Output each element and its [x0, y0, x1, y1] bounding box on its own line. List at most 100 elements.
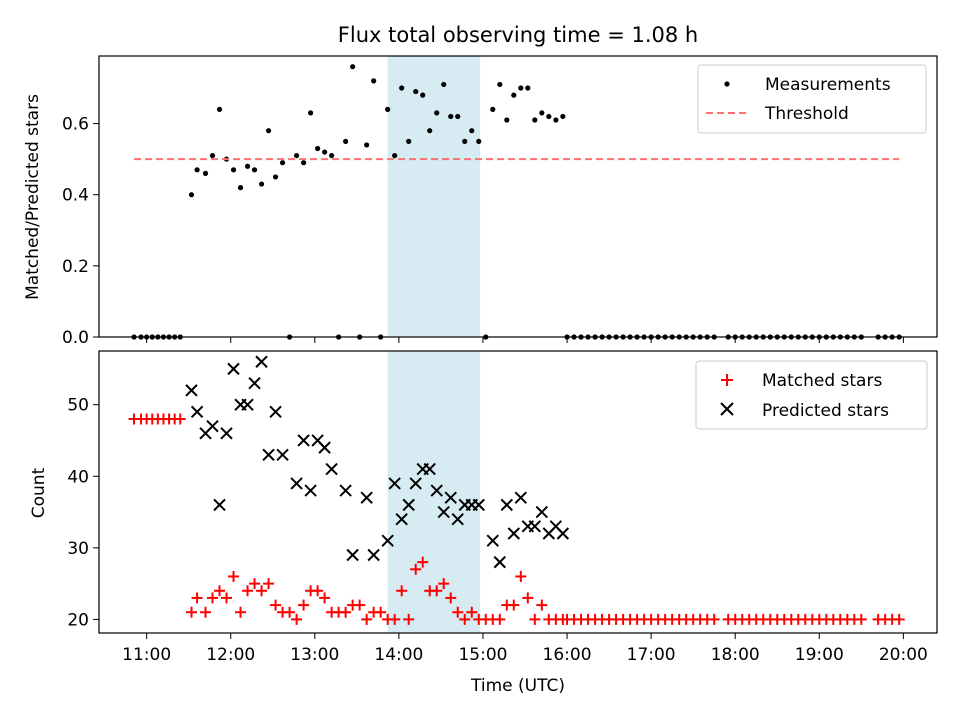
- measurement-point: [518, 85, 524, 91]
- bottom-legend-box: [695, 360, 928, 430]
- predicted-stars-point: [190, 405, 204, 419]
- predicted-stars-point: [507, 527, 521, 540]
- predicted-stars-point: [304, 484, 317, 497]
- x-tick-label: 19:00: [795, 645, 844, 665]
- legend-matched-label: Matched stars: [762, 371, 882, 391]
- top-plot-frame: [98, 55, 938, 338]
- matched-stars-point: [389, 613, 401, 625]
- bottom-y-axis-label: Count: [29, 467, 49, 518]
- measurement-point: [293, 152, 300, 159]
- x-tick-label: 17:00: [627, 645, 676, 665]
- predicted-stars-point: [430, 484, 443, 497]
- predicted-stars-point: [402, 498, 415, 512]
- measurement-point: [315, 145, 321, 152]
- matched-stars-point: [494, 613, 506, 625]
- legend-threshold-label: Threshold: [764, 104, 849, 124]
- measurement-point: [265, 128, 272, 134]
- measurement-point: [560, 113, 566, 120]
- predicted-stars-point: [227, 362, 240, 376]
- y-tick-label: 20: [67, 610, 89, 630]
- x-tick-label: 18:00: [711, 645, 760, 665]
- predicted-stars-point: [500, 498, 513, 512]
- legend-measurements-marker: [724, 81, 730, 87]
- matched-stars-point: [185, 606, 197, 618]
- measurement-point: [406, 138, 412, 144]
- predicted-stars-point: [486, 534, 499, 547]
- predicted-stars-point: [206, 419, 219, 433]
- measurement-point: [308, 110, 314, 116]
- measurement-point: [462, 138, 468, 144]
- matched-stars-point: [466, 606, 478, 618]
- bottom-legend: Matched stars Predicted stars: [695, 360, 928, 430]
- matched-stars-point: [445, 592, 457, 604]
- top-y-axis-label: Matched/Predicted stars: [23, 94, 43, 300]
- matched-stars-point: [256, 585, 268, 597]
- matched-stars-point: [207, 592, 219, 604]
- matched-stars-point: [708, 613, 720, 625]
- measurement-point: [497, 81, 503, 88]
- measurement-point: [441, 81, 447, 88]
- matched-stars-point: [508, 599, 520, 611]
- predicted-stars-point: [220, 427, 233, 440]
- matched-stars-point: [270, 599, 282, 611]
- bottom-y-ticks: 20 30 40 50: [67, 396, 99, 630]
- matched-stars-point: [403, 613, 415, 625]
- measurement-point: [350, 64, 356, 70]
- x-tick-label: 20:00: [879, 645, 928, 665]
- bottom-x-ticks: 11:00 12:00 13:00 14:00 15:00 16:00 17:00 18:00…: [122, 633, 928, 665]
- measurement-point: [202, 170, 209, 176]
- y-tick-label: 30: [67, 539, 89, 559]
- measurement-point: [371, 78, 377, 84]
- measurement-point: [329, 152, 335, 159]
- predicted-stars-point: [395, 512, 408, 526]
- measurement-point: [553, 117, 559, 123]
- matched-stars-point: [396, 585, 408, 597]
- predicted-stars-point: [472, 498, 485, 512]
- predicted-stars-point: [262, 448, 275, 461]
- matched-stars-point: [417, 556, 429, 568]
- predicted-stars-point: [388, 477, 401, 490]
- predicted-stars-point: [241, 398, 254, 411]
- measurement-point: [279, 160, 286, 166]
- x-axis-label: Time (UTC): [470, 676, 565, 696]
- predicted-stars-point: [437, 505, 450, 519]
- matched-stars-point: [228, 570, 240, 582]
- measurement-point: [413, 88, 419, 95]
- measurement-point: [546, 113, 552, 120]
- matched-stars-point: [235, 606, 247, 618]
- measurement-point: [476, 138, 482, 144]
- predicted-stars-point: [339, 484, 352, 497]
- predicted-stars-point: [444, 491, 457, 504]
- x-tick-label: 13:00: [290, 645, 339, 665]
- matched-stars-point: [452, 606, 464, 618]
- matched-stars-point: [221, 592, 233, 604]
- y-tick-label: 50: [67, 396, 89, 416]
- predicted-stars-point: [514, 491, 528, 504]
- top-y-ticks: 0.0 0.2 0.4 0.6: [62, 115, 99, 348]
- measurement-point: [511, 92, 517, 98]
- matched-stars-point: [438, 578, 450, 590]
- legend-predicted-label: Predicted stars: [762, 401, 889, 421]
- matched-stars-point: [354, 599, 366, 611]
- predicted-stars-point: [556, 527, 570, 540]
- matched-stars-point: [431, 585, 443, 597]
- matched-stars-point: [200, 606, 212, 618]
- predicted-stars-point: [535, 505, 549, 519]
- predicted-stars-point: [269, 405, 282, 419]
- measurement-point: [251, 167, 258, 173]
- y-tick-label: 40: [67, 467, 89, 487]
- matched-stars-point: [855, 613, 867, 625]
- matched-stars-point: [312, 585, 324, 597]
- measurement-point: [322, 149, 328, 155]
- matched-stars-point: [319, 592, 331, 604]
- measurement-point: [364, 142, 370, 148]
- matched-stars-point: [263, 578, 275, 590]
- predicted-stars-point: [185, 384, 198, 397]
- legend-matched-marker: [721, 374, 733, 386]
- legend-measurements-label: Measurements: [765, 75, 891, 95]
- measurement-point: [504, 117, 510, 123]
- top-panel: 0.0 0.2 0.4 0.6 Matched/Predicted stars Mea…: [23, 55, 938, 348]
- top-legend-box: [697, 64, 927, 134]
